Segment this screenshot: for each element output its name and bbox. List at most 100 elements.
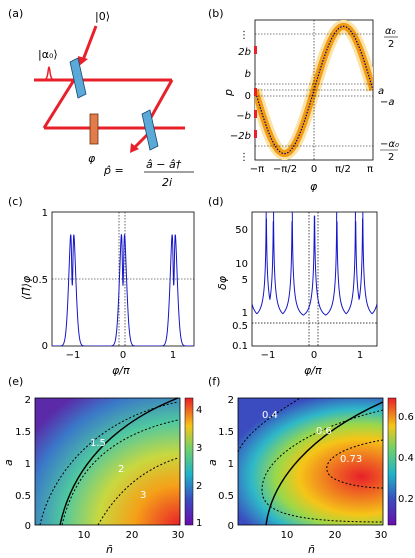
vacuum-input-arrowhead (78, 56, 88, 66)
panel-d-xticks: −1 0 1 (261, 350, 364, 361)
panel-f-heatmap (237, 397, 384, 526)
e-cbar-2: 2 (196, 481, 202, 492)
panel-e-xticks: 10 20 30 (78, 530, 185, 541)
e-contour-2: 2 (118, 464, 124, 475)
c-xtick-neg1: −1 (66, 350, 81, 361)
panel-d-xlabel: φ/π (304, 364, 322, 377)
panel-d-ylabel: δφ (216, 275, 229, 290)
c-xtick-1: 1 (170, 350, 176, 361)
b-xtick-half-pi: π/2 (335, 164, 351, 175)
b-xtick-pi: π (367, 164, 373, 175)
panel-d-label: (d) (208, 195, 224, 208)
d-xtick-neg1: −1 (261, 350, 276, 361)
f-xtick-20: 20 (329, 530, 342, 541)
panel-e-contours (39, 401, 179, 526)
panel-b-xticks: −π −π/2 0 π/2 π (250, 164, 373, 175)
e-cbar-1: 1 (196, 518, 202, 529)
panel-c-xlabel: φ/π (112, 364, 130, 377)
c-ytick-half: 0.5 (32, 275, 48, 286)
d-ytick-1: 1 (242, 308, 248, 319)
panel-f-xticks: 10 20 30 (281, 530, 388, 541)
output-arrowhead (130, 143, 139, 153)
panel-c-plot (52, 233, 194, 346)
c-ytick-0: 0 (42, 341, 48, 352)
beam-splitter-2 (141, 109, 159, 151)
e-ytick-1: 1 (25, 459, 31, 470)
b-rtick-top-den: 2 (388, 39, 394, 50)
e-cbar-3: 3 (196, 443, 202, 454)
b-xtick-neg-pi: −π (250, 164, 264, 175)
e-ytick-0: 0 (25, 521, 31, 532)
b-rtick-a: a (378, 86, 384, 97)
f-ytick-0-5: 0.5 (218, 491, 234, 502)
d-ytick-50: 50 (235, 225, 248, 236)
panel-e-xlabel: n̄ (106, 543, 113, 556)
panel-b-ylabel: p (222, 89, 235, 97)
f-ytick-2: 2 (228, 395, 234, 406)
phase-shifter (89, 113, 99, 145)
d-uncertainty-curve (252, 212, 377, 316)
panel-d-frame (251, 211, 378, 347)
f-contour-0-6: 0.6 (316, 426, 332, 437)
panel-e: (e) 1.5 2 3 2 1.5 1 0.5 0 a 10 20 30 n̄ (2, 375, 202, 556)
b-xtick-0: 0 (311, 164, 317, 175)
d-ytick-10: 10 (235, 259, 248, 270)
panel-f-solid-curve (265, 401, 384, 526)
e-ytick-2: 2 (25, 395, 31, 406)
b-rtick-bot-den: 2 (388, 152, 394, 163)
f-ytick-1: 1 (228, 459, 234, 470)
f-cbar-0-4: 0.4 (398, 453, 414, 464)
f-xtick-30: 30 (375, 530, 388, 541)
panel-e-heatmap (34, 397, 181, 526)
panel-d-yticks: 50 10 5 1 0.5 0.1 (232, 225, 248, 352)
panel-b-ref-lines (255, 20, 373, 160)
d-ytick-tenth: 0.1 (232, 341, 248, 352)
vacuum-input-arrow (81, 25, 98, 61)
f-contour-0-73: 0.73 (340, 454, 362, 465)
b-ytick-neg-b: −b (236, 111, 251, 122)
panel-b-xlabel: φ (310, 180, 318, 193)
vacuum-state-label: |0⟩ (95, 10, 110, 23)
b-ytick-neg-2b: −2b (230, 131, 251, 142)
e-ytick-1-5: 1.5 (15, 427, 31, 438)
c-xtick-0: 0 (120, 350, 126, 361)
panel-c-xticks: −1 0 1 (66, 350, 177, 361)
panel-c-ylabel: ⟨Π̂⟩φ (20, 275, 33, 300)
f-ytick-0: 0 (228, 521, 234, 532)
panel-f-label: (f) (208, 375, 220, 388)
phat-denominator: 2i (162, 176, 172, 189)
b-ytick-2b: 2b (238, 47, 251, 58)
phat-numerator: â − â† (146, 158, 182, 171)
panel-a-label: (a) (8, 7, 23, 20)
b-rtick-bot-num: −α₀ (380, 139, 399, 150)
b-rtick-neg-a: −a (380, 97, 395, 108)
beam-splitter-1 (69, 57, 87, 99)
panel-a: (a) |α₀⟩ |0⟩ φ p̂ = â − â† (8, 7, 194, 189)
c-expectation-curve (52, 233, 194, 346)
panel-f-colorbar (387, 397, 397, 526)
panel-e-colorbar (184, 397, 194, 526)
panel-e-solid-curve (59, 397, 179, 526)
panel-d: (d) 50 10 5 1 0.5 0.1 δφ −1 0 1 φ/π (208, 195, 378, 377)
panel-d-ref-lines (252, 212, 377, 346)
panel-b-dots-top: ⋮ (239, 30, 249, 41)
panel-e-label: (e) (8, 375, 23, 388)
e-xtick-30: 30 (172, 530, 185, 541)
panel-b-dots-bottom: ⋮ (239, 152, 249, 163)
b-ytick-b: b (245, 69, 251, 80)
b-ytick-0: 0 (245, 91, 251, 102)
e-xtick-20: 20 (126, 530, 139, 541)
e-cbar-4: 4 (196, 405, 202, 416)
panel-f-ylabel: a (206, 459, 219, 466)
panel-b-red-markers (254, 46, 257, 138)
b-xtick-neg-half-pi: −π/2 (273, 164, 297, 175)
d-ytick-half: 0.5 (232, 321, 248, 332)
panel-f-xlabel: n̄ (308, 543, 315, 556)
e-contour-3: 3 (140, 490, 146, 501)
panel-f: (f) 0.4 0.6 0.73 2 1.5 1 0.5 0 a 10 20 3… (206, 375, 414, 556)
f-xtick-10: 10 (281, 530, 294, 541)
panel-b-label: (b) (208, 7, 224, 20)
panel-e-ylabel: a (2, 459, 15, 466)
panel-c: (c) 1 0.5 0 ⟨Π̂⟩φ −1 0 1 φ/π (8, 195, 195, 377)
